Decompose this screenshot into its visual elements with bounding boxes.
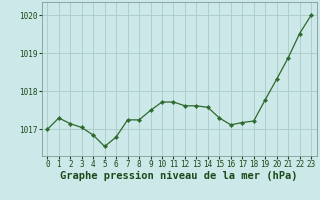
X-axis label: Graphe pression niveau de la mer (hPa): Graphe pression niveau de la mer (hPa): [60, 171, 298, 181]
